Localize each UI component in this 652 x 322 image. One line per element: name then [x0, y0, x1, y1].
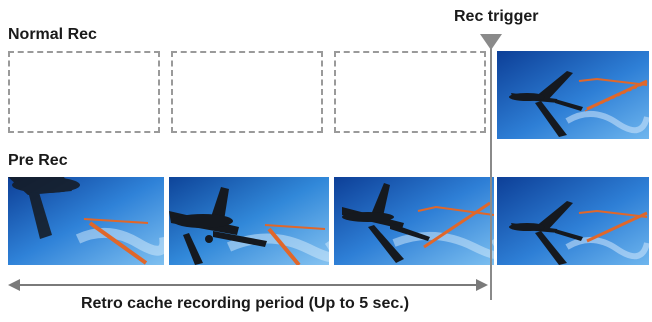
retro-period-label: Retro cache recording period (Up to 5 se… — [80, 295, 410, 312]
airplane-photo — [8, 177, 164, 265]
pre-rec-frame-1 — [8, 177, 164, 265]
airplane-photo — [169, 177, 329, 265]
pre-rec-frame-3 — [334, 177, 494, 265]
normal-rec-label: Normal Rec — [8, 26, 97, 43]
pre-rec-frame-4 — [497, 177, 649, 265]
pre-rec-frame-2 — [169, 177, 329, 265]
pre-rec-label: Pre Rec — [8, 152, 68, 169]
normal-rec-empty-frame-2 — [171, 51, 323, 133]
rec-trigger-label: Rec trigger — [454, 8, 539, 25]
normal-rec-empty-frame-3 — [334, 51, 486, 133]
airplane-photo — [334, 177, 494, 265]
triangle-down-icon — [480, 34, 502, 50]
normal-rec-empty-frame-1 — [8, 51, 160, 133]
normal-rec-recorded-frame — [497, 51, 649, 139]
airplane-photo — [497, 177, 649, 265]
double-headed-arrow-icon — [8, 279, 488, 291]
airplane-photo — [497, 51, 649, 139]
